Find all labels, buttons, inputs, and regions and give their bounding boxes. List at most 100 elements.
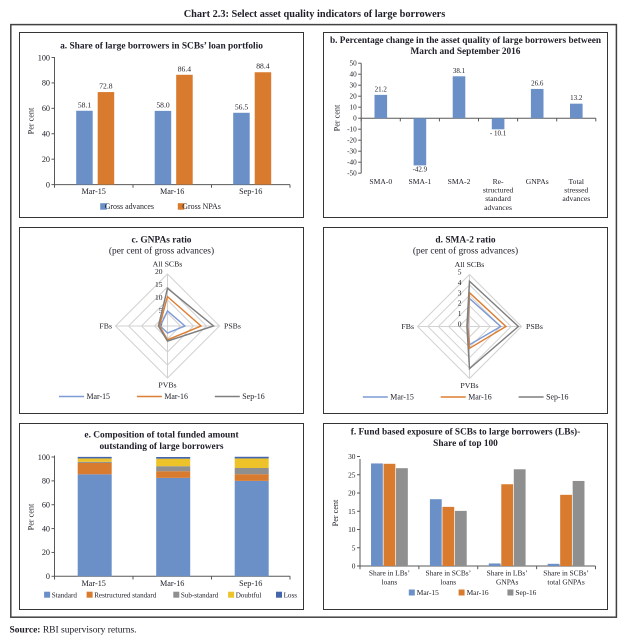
svg-text:2: 2	[458, 299, 462, 308]
svg-text:Sep-16: Sep-16	[515, 588, 536, 597]
svg-text:f. Fund based exposure of SCBs: f. Fund based exposure of SCBs to large …	[351, 426, 581, 437]
svg-text:Total: Total	[569, 177, 585, 186]
svg-text:PSBs: PSBs	[224, 322, 241, 331]
svg-text:30: 30	[348, 452, 356, 461]
svg-text:72.8: 72.8	[99, 82, 112, 91]
svg-text:Share in LBs’: Share in LBs’	[369, 569, 410, 578]
svg-text:5: 5	[352, 543, 356, 552]
svg-text:Mar-16: Mar-16	[467, 588, 489, 597]
svg-text:d. SMA-2 ratio: d. SMA-2 ratio	[435, 236, 495, 246]
svg-text:advances: advances	[484, 203, 512, 212]
svg-text:- 10.1: - 10.1	[490, 130, 507, 138]
svg-text:60: 60	[42, 501, 50, 510]
svg-text:c. GNPAs ratio: c. GNPAs ratio	[132, 236, 192, 246]
svg-text:GNPAs: GNPAs	[526, 177, 549, 186]
svg-text:FBs: FBs	[401, 322, 414, 331]
svg-text:stressed: stressed	[564, 186, 588, 195]
svg-text:20: 20	[42, 155, 50, 164]
svg-text:total GNPAs: total GNPAs	[547, 577, 584, 586]
svg-text:1: 1	[458, 309, 462, 318]
svg-text:Mar-16: Mar-16	[160, 187, 184, 196]
svg-text:0: 0	[46, 572, 50, 581]
svg-text:(per cent of gross advances): (per cent of gross advances)	[109, 246, 214, 257]
svg-text:Standard: Standard	[52, 591, 78, 599]
svg-text:Mar-16: Mar-16	[160, 579, 184, 588]
svg-text:86.4: 86.4	[178, 64, 191, 73]
svg-text:0: 0	[352, 562, 356, 571]
svg-text:80: 80	[42, 477, 50, 486]
svg-text:Sub-standard: Sub-standard	[181, 591, 219, 599]
svg-text:40: 40	[350, 71, 358, 79]
svg-text:Per cent: Per cent	[331, 499, 340, 526]
svg-text:-42.9: -42.9	[413, 166, 428, 174]
svg-text:GNPAs: GNPAs	[496, 577, 518, 586]
svg-text:5: 5	[159, 306, 163, 315]
svg-text:Gross advances: Gross advances	[105, 202, 154, 211]
svg-text:Mar-16: Mar-16	[164, 392, 188, 401]
svg-text:Loss: Loss	[284, 591, 298, 599]
svg-text:100: 100	[38, 453, 50, 462]
svg-text:SMA-0: SMA-0	[369, 177, 392, 186]
svg-text:25: 25	[348, 470, 356, 479]
svg-text:30: 30	[350, 82, 358, 90]
svg-text:Doubtful: Doubtful	[236, 591, 262, 599]
svg-text:Gross NPAs: Gross NPAs	[182, 202, 221, 211]
svg-text:Chart 2.3: Select asset qualit: Chart 2.3: Select asset quality indicato…	[184, 9, 445, 20]
svg-text:a. Share of large borrowers in: a. Share of large borrowers in SCBs’ loa…	[60, 42, 263, 52]
svg-text:FBs: FBs	[99, 322, 112, 331]
svg-text:March and September 2016: March and September 2016	[411, 47, 521, 57]
svg-text:Sep-16: Sep-16	[242, 392, 264, 401]
svg-text:-40: -40	[347, 159, 357, 167]
svg-text:100: 100	[38, 53, 50, 62]
svg-text:21.2: 21.2	[375, 85, 388, 93]
svg-text:loans: loans	[382, 577, 398, 586]
svg-text:88.4: 88.4	[256, 62, 269, 71]
svg-text:-20: -20	[347, 137, 357, 145]
svg-text:20: 20	[42, 548, 50, 557]
svg-text:All SCBs: All SCBs	[153, 260, 183, 269]
svg-text:Per cent: Per cent	[333, 104, 342, 131]
svg-text:-10: -10	[347, 126, 357, 134]
svg-text:(per cent of gross advances): (per cent of gross advances)	[413, 246, 518, 257]
svg-text:Mar-15: Mar-15	[87, 392, 111, 401]
svg-text:Sep-16: Sep-16	[546, 393, 568, 402]
svg-text:e. Composition of total funded: e. Composition of total funded amount	[84, 431, 239, 441]
svg-text:0: 0	[46, 180, 50, 189]
svg-text:Mar-15: Mar-15	[390, 393, 414, 402]
svg-text:b. Percentage change in the as: b. Percentage change in the asset qualit…	[330, 36, 602, 46]
svg-text:Share in LBs’: Share in LBs’	[487, 569, 528, 578]
svg-text:Mar-15: Mar-15	[82, 579, 106, 588]
svg-text:Mar-15: Mar-15	[417, 588, 439, 597]
svg-text:Sep-16: Sep-16	[239, 187, 262, 196]
svg-text:outstanding of large borrowers: outstanding of large borrowers	[99, 442, 223, 452]
svg-text:20: 20	[155, 267, 163, 276]
svg-text:58.0: 58.0	[156, 100, 169, 109]
svg-text:4: 4	[458, 278, 462, 287]
svg-text:40: 40	[42, 524, 50, 533]
svg-text:0: 0	[458, 320, 462, 329]
svg-text:26.6: 26.6	[531, 79, 544, 87]
svg-text:60: 60	[42, 104, 50, 113]
svg-text:20: 20	[350, 93, 358, 101]
svg-text:20: 20	[348, 489, 356, 498]
svg-text:advances: advances	[562, 194, 590, 203]
svg-text:Sep-16: Sep-16	[239, 579, 262, 588]
svg-text:standard: standard	[485, 194, 511, 203]
svg-text:loans: loans	[441, 577, 457, 586]
svg-text:15: 15	[348, 507, 356, 516]
svg-text:0: 0	[353, 115, 357, 123]
svg-text:-30: -30	[347, 148, 357, 156]
svg-text:Per cent: Per cent	[27, 107, 36, 134]
svg-text:structured: structured	[483, 186, 514, 195]
svg-text:10: 10	[348, 525, 356, 534]
svg-text:PVBs: PVBs	[158, 381, 176, 390]
svg-text:Share in SCBs’: Share in SCBs’	[543, 569, 589, 578]
svg-text:56.5: 56.5	[235, 102, 248, 111]
svg-text:13.2: 13.2	[570, 94, 583, 102]
svg-text:80: 80	[42, 79, 50, 88]
svg-text:40: 40	[42, 130, 50, 139]
svg-text:Restructured standard: Restructured standard	[94, 591, 157, 599]
svg-text:Mar-16: Mar-16	[468, 393, 492, 402]
svg-text:10: 10	[350, 104, 358, 112]
svg-text:Source: RBI supervisory return: Source: RBI supervisory returns.	[10, 626, 137, 636]
